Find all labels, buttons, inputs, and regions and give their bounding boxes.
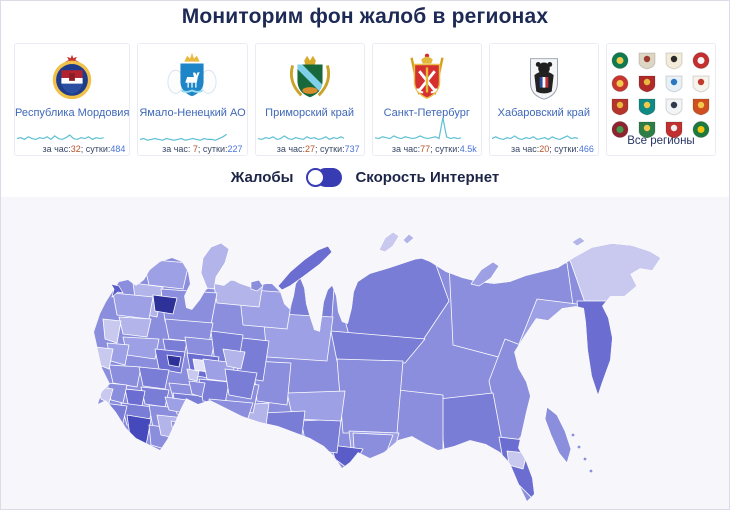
- toggle-label-internet-speed[interactable]: Скорость Интернет: [355, 169, 500, 186]
- region-sparkline: [375, 116, 462, 142]
- region-card[interactable]: Приморский край за час:27; сутки:737: [254, 43, 365, 156]
- mini-region-emblem-icon: [692, 75, 710, 93]
- yamal-nenets-coat-of-arms-icon: [138, 44, 246, 107]
- page-title: Мониторим фон жалоб в регионах: [181, 5, 549, 28]
- mini-region-emblem-icon: [638, 121, 656, 139]
- region-name-link[interactable]: Санкт-Петербург: [383, 107, 470, 119]
- region-sparkline: [492, 116, 579, 142]
- mini-region-emblem-icon: [611, 75, 629, 92]
- mini-region-emblem-icon: [611, 52, 629, 69]
- mini-region-emblem-icon: [692, 121, 710, 138]
- map-region[interactable]: [166, 354, 182, 368]
- region-name-link[interactable]: Приморский край: [265, 107, 354, 119]
- map-region[interactable]: [112, 292, 154, 320]
- map-region[interactable]: [142, 258, 190, 290]
- mini-region-emblem-icon: [611, 98, 629, 116]
- mini-region-emblem-icon: [692, 98, 710, 116]
- mini-region-emblem-icon: [665, 52, 683, 70]
- region-sparkline: [17, 116, 104, 142]
- toggle-label-complaints[interactable]: Жалобы: [230, 169, 294, 186]
- map-region[interactable]: [102, 402, 128, 432]
- map-island-region[interactable]: [544, 406, 572, 464]
- mini-region-emblem-icon: [665, 121, 683, 139]
- region-stats: за час: 7; сутки:227: [162, 144, 243, 154]
- map-region[interactable]: [152, 294, 178, 315]
- mini-region-emblem-icon: [638, 52, 656, 70]
- map-island-region[interactable]: [571, 236, 586, 247]
- region-card[interactable]: Санкт-Петербург за час:77; сутки:4.5k: [371, 43, 482, 156]
- all-regions-link[interactable]: Все регионы: [627, 135, 695, 147]
- region-stats: за час:27; сутки:737: [276, 144, 360, 154]
- mini-region-emblem-icon: [665, 98, 683, 116]
- mini-region-emblem-icon: [611, 121, 629, 138]
- map-island-region[interactable]: [110, 283, 124, 298]
- map-island-region[interactable]: [277, 245, 333, 291]
- map-region[interactable]: [186, 368, 200, 382]
- kuril-island-dot: [571, 433, 575, 437]
- all-regions-card[interactable]: Все регионы: [605, 43, 717, 156]
- region-stats: за час:77; сутки:4.5k: [391, 144, 477, 154]
- toggle-knob: [306, 168, 326, 187]
- saint-petersburg-coat-of-arms-icon: [373, 44, 481, 107]
- region-cards-row: Республика Мордовия за час:32; сутки:484…: [14, 43, 717, 156]
- region-name-link[interactable]: Хабаровский край: [497, 107, 591, 119]
- map-region[interactable]: [506, 450, 528, 470]
- map-region[interactable]: [108, 364, 142, 388]
- region-sparkline: [258, 116, 345, 142]
- map-region[interactable]: [126, 414, 152, 452]
- primorsky-coat-of-arms-icon: [256, 44, 364, 107]
- map-island-region[interactable]: [470, 261, 500, 287]
- mini-region-emblem-icon: [692, 52, 710, 69]
- russia-choropleth-map[interactable]: [1, 221, 730, 510]
- region-card[interactable]: Ямало-Ненецкий АО за час: 7; сутки:227: [137, 43, 248, 156]
- map-region[interactable]: [438, 392, 506, 460]
- map-island-region[interactable]: [402, 233, 415, 245]
- map-region[interactable]: [208, 398, 254, 422]
- map-region[interactable]: [156, 414, 186, 440]
- kuril-island-dot: [577, 445, 581, 449]
- map-region[interactable]: [222, 348, 246, 370]
- map-region[interactable]: [138, 366, 170, 390]
- map-region[interactable]: [188, 380, 206, 398]
- mini-region-emblem-icon: [665, 75, 683, 93]
- map-region[interactable]: [336, 358, 404, 434]
- map-island-region[interactable]: [378, 231, 400, 253]
- mini-region-emblem-icon: [638, 98, 656, 116]
- region-name-link[interactable]: Республика Мордовия: [15, 107, 130, 119]
- map-region[interactable]: [300, 418, 342, 454]
- region-card[interactable]: Республика Мордовия за час:32; сутки:484: [14, 43, 131, 156]
- map-region[interactable]: [224, 368, 258, 400]
- region-name-link[interactable]: Ямало-Ненецкий АО: [139, 107, 246, 119]
- kuril-island-dot: [589, 469, 593, 473]
- region-card[interactable]: Хабаровский край за час:20; сутки:466: [488, 43, 599, 156]
- region-stats: за час:20; сутки:466: [510, 144, 594, 154]
- mode-toggle-row: Жалобы Скорость Интернет: [1, 168, 729, 187]
- khabarovsk-coat-of-arms-icon: [490, 44, 598, 107]
- map-region[interactable]: [330, 330, 426, 364]
- map-region[interactable]: [498, 436, 536, 501]
- region-sparkline: [140, 116, 227, 142]
- map-region[interactable]: [118, 316, 152, 338]
- all-regions-emblem-grid: [607, 44, 715, 139]
- map-island-region[interactable]: [250, 279, 264, 292]
- map-region[interactable]: [102, 318, 122, 344]
- map-region[interactable]: [170, 420, 196, 446]
- complaints-internet-toggle[interactable]: [306, 168, 343, 187]
- kuril-island-dot: [583, 457, 587, 461]
- region-stats: за час:32; сутки:484: [42, 144, 126, 154]
- map-island-region[interactable]: [200, 242, 230, 290]
- map-region[interactable]: [576, 300, 620, 404]
- map-region[interactable]: [262, 410, 306, 444]
- mordovia-coat-of-arms-icon: [15, 44, 129, 107]
- mini-region-emblem-icon: [638, 75, 656, 93]
